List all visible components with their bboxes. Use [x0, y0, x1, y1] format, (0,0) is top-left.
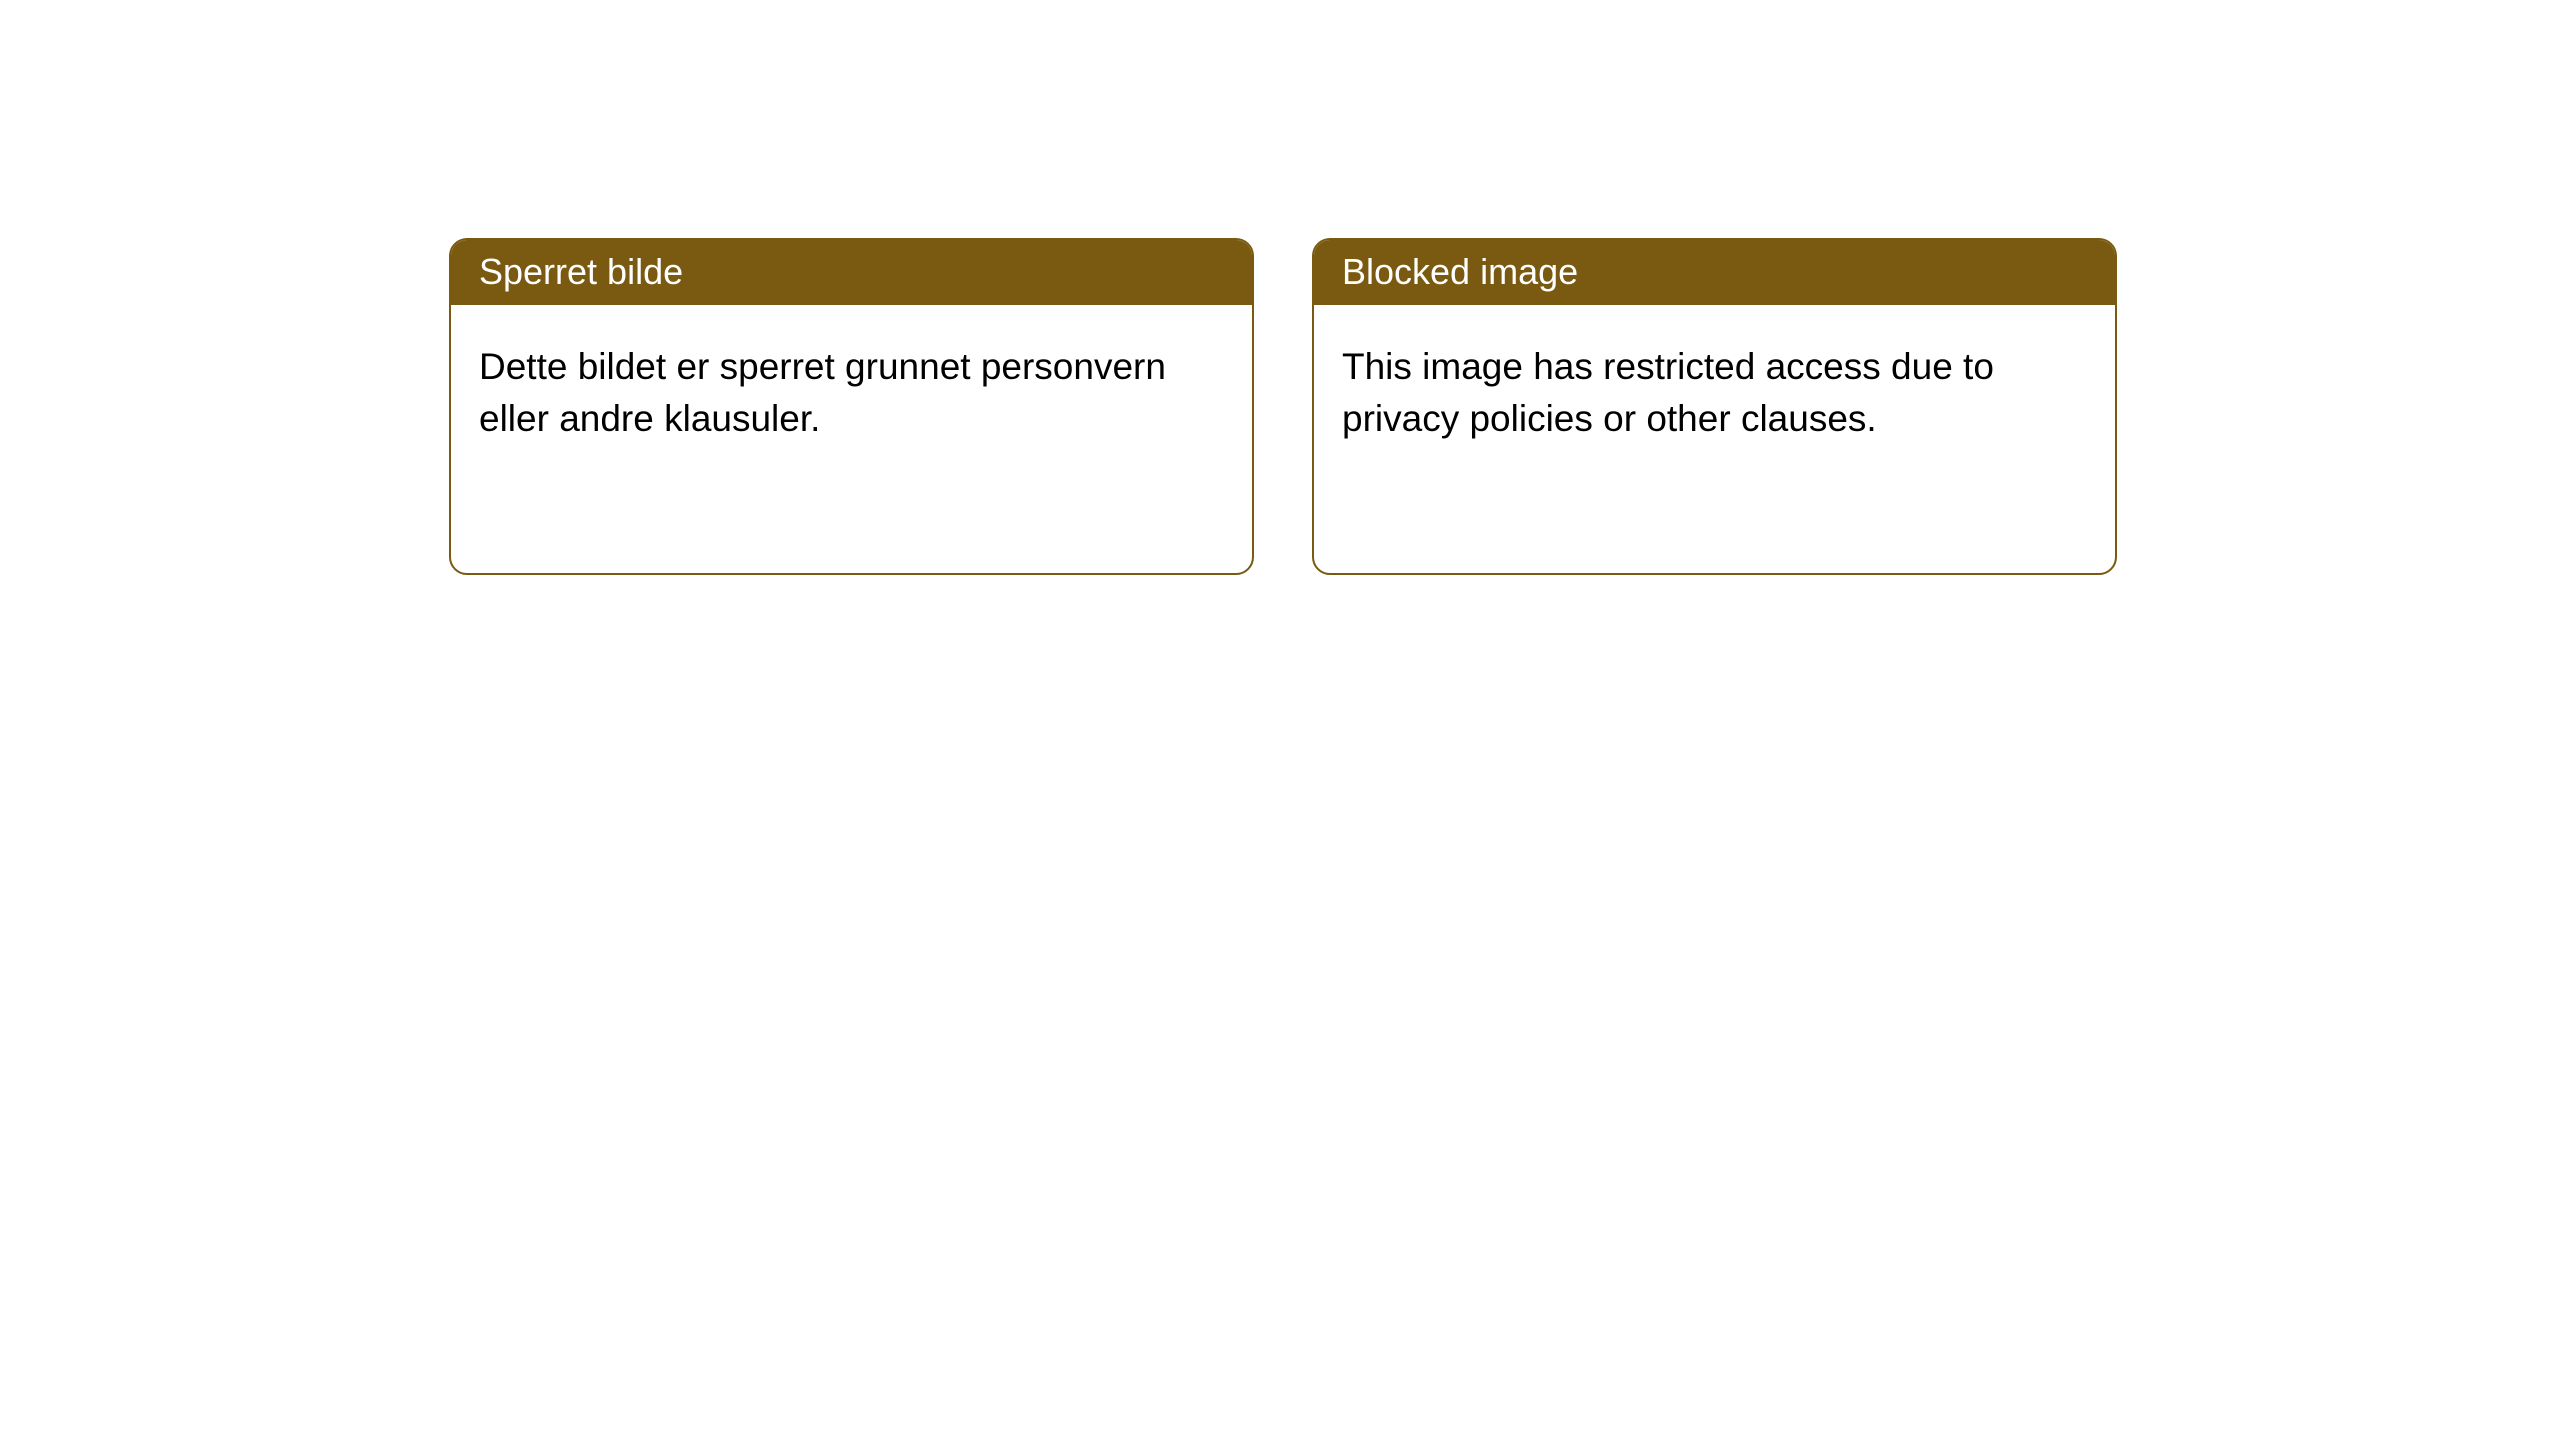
notice-card-norwegian: Sperret bilde Dette bildet er sperret gr…: [449, 238, 1254, 575]
notice-header: Sperret bilde: [451, 240, 1252, 305]
notice-card-english: Blocked image This image has restricted …: [1312, 238, 2117, 575]
notice-container: Sperret bilde Dette bildet er sperret gr…: [0, 0, 2560, 575]
notice-body: Dette bildet er sperret grunnet personve…: [451, 305, 1252, 481]
notice-body: This image has restricted access due to …: [1314, 305, 2115, 481]
notice-header: Blocked image: [1314, 240, 2115, 305]
